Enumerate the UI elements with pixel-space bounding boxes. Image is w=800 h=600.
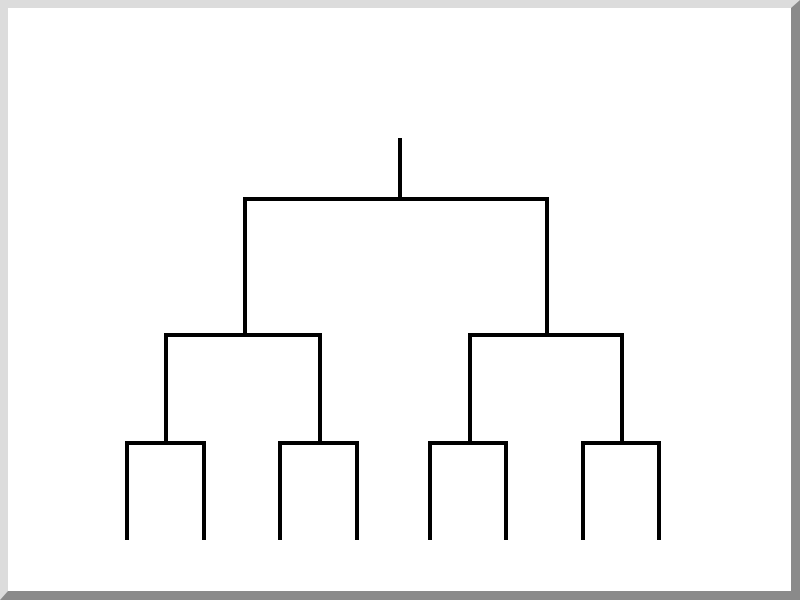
- tree-leaf-bracket: [278, 441, 359, 540]
- tree-branch-bracket: [164, 333, 322, 443]
- tree-leaf-bracket: [428, 441, 508, 540]
- tree-lines: [125, 138, 661, 540]
- tree-leaf-bracket: [581, 441, 661, 540]
- tree-leaf-bracket: [125, 441, 206, 540]
- tree-root-bracket: [243, 197, 549, 335]
- tree-branch-bracket: [468, 333, 624, 443]
